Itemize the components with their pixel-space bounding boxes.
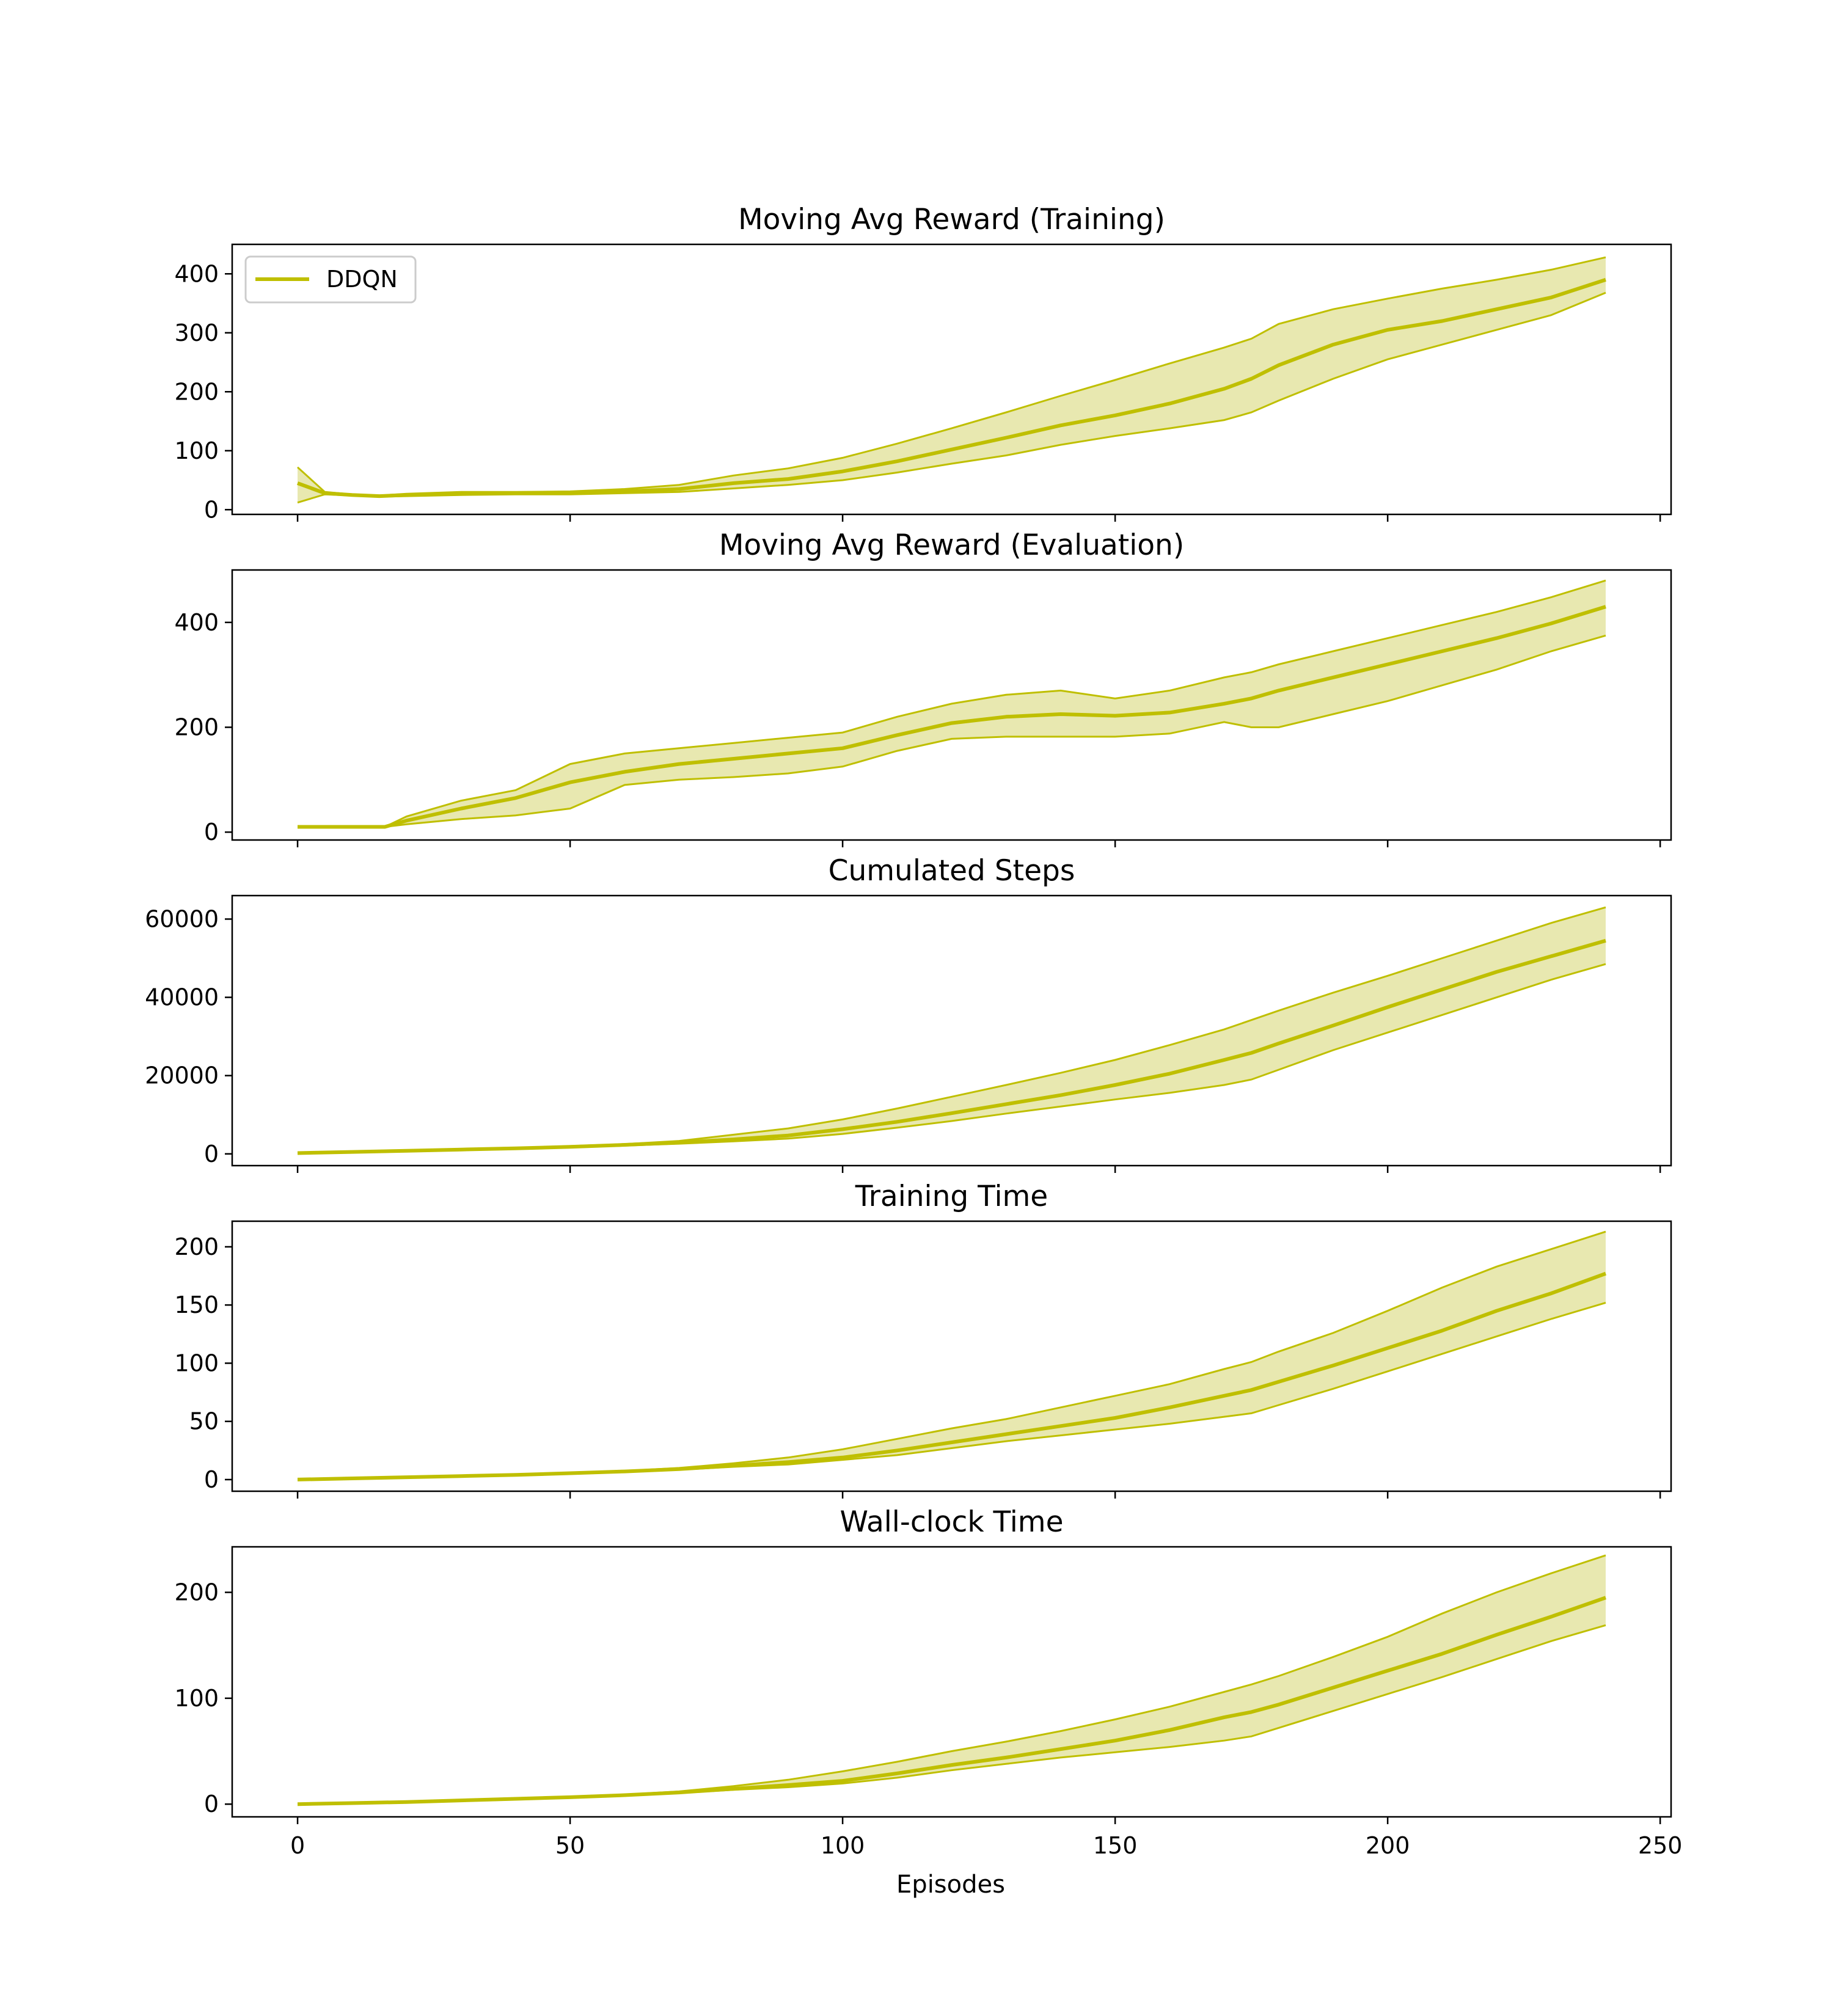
subplot-1: Moving Avg Reward (Training) 0 100 200 300 40… [174, 203, 1672, 523]
y-tick-label: 100 [174, 437, 219, 464]
y-tick-label: 60000 [145, 905, 219, 932]
subplot-5: Wall-clock Time 0 100 200 0 50 100 150 200 250 [174, 1505, 1682, 1859]
legend: DDQN [244, 255, 417, 304]
mean-line-ddqn [297, 938, 1606, 1155]
legend-label: DDQN [326, 266, 398, 293]
legend-frame [244, 255, 417, 304]
y-tick-label: 0 [204, 496, 219, 523]
y-tick-label: 400 [174, 609, 219, 636]
y-tick-label: 300 [174, 320, 219, 346]
axes-frame [231, 243, 1672, 516]
y-tick-label: 50 [189, 1408, 219, 1435]
y-tick-label: 200 [174, 1579, 219, 1606]
y-tick-label: 0 [204, 819, 219, 845]
y-tick-label: 100 [174, 1349, 219, 1376]
x-tick-label: 150 [1093, 1832, 1138, 1859]
y-tick-label: 20000 [145, 1062, 219, 1089]
axes-frame [231, 894, 1672, 1167]
axes-frame [231, 1546, 1672, 1818]
mean-line-ddqn [298, 605, 1606, 829]
x-tick-label: 250 [1638, 1832, 1683, 1859]
confidence-band [298, 580, 1606, 827]
x-tick-label: 50 [555, 1832, 585, 1859]
y-tick-label: 100 [174, 1685, 219, 1712]
y-tick-label: 0 [204, 1791, 219, 1817]
subplot-title: Moving Avg Reward (Evaluation) [719, 528, 1184, 562]
x-tick-label: 200 [1366, 1832, 1410, 1859]
subplot-title: Wall-clock Time [840, 1505, 1063, 1539]
upper-bound-line [298, 579, 1606, 828]
subplot-title: Moving Avg Reward (Training) [738, 203, 1165, 236]
y-tick-label: 150 [174, 1291, 219, 1318]
confidence-band [298, 1232, 1606, 1480]
mean-line-ddqn [296, 278, 1606, 499]
y-tick-label: 200 [174, 378, 219, 405]
confidence-band [298, 907, 1606, 1153]
y-tick-label: 200 [174, 1233, 219, 1260]
y-tick-label: 0 [204, 1141, 219, 1167]
y-tick-label: 40000 [145, 984, 219, 1011]
subplot-title: Cumulated Steps [829, 854, 1075, 888]
x-tick-label: 100 [821, 1832, 865, 1859]
confidence-band [298, 1555, 1606, 1805]
axes-frame [231, 1220, 1672, 1492]
subplot-3: Cumulated Steps 0 20000 40000 60000 [145, 854, 1672, 1173]
subplot-2: Moving Avg Reward (Evaluation) 0 200 400 [174, 528, 1672, 847]
confidence-band [298, 257, 1606, 503]
mean-line-ddqn [297, 1596, 1606, 1806]
mean-line-ddqn [297, 1271, 1607, 1481]
axes-frame [231, 569, 1672, 841]
x-axis-label: Episodes [896, 1871, 1005, 1899]
y-tick-label: 400 [174, 260, 219, 287]
subplot-4: Training Time 0 50 100 150 200 [174, 1180, 1672, 1499]
y-tick-label: 0 [204, 1466, 219, 1493]
x-tick-label: 0 [290, 1832, 305, 1859]
subplots: Moving Avg Reward (Training) 0 100 200 300 40… [145, 203, 1682, 1859]
y-tick-label: 200 [174, 714, 219, 740]
subplot-title: Training Time [855, 1180, 1048, 1213]
lower-bound-line [298, 634, 1606, 828]
